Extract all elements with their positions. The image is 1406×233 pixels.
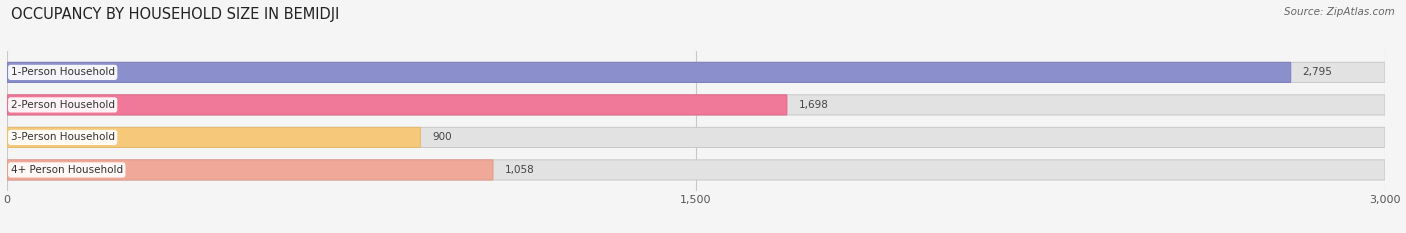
FancyBboxPatch shape	[7, 95, 787, 115]
Text: 1,058: 1,058	[505, 165, 534, 175]
Text: 1,698: 1,698	[799, 100, 828, 110]
FancyBboxPatch shape	[7, 62, 1291, 82]
Text: 4+ Person Household: 4+ Person Household	[11, 165, 122, 175]
FancyBboxPatch shape	[7, 160, 1385, 180]
FancyBboxPatch shape	[7, 95, 1385, 115]
FancyBboxPatch shape	[7, 127, 420, 147]
Text: 3-Person Household: 3-Person Household	[11, 132, 115, 142]
Text: OCCUPANCY BY HOUSEHOLD SIZE IN BEMIDJI: OCCUPANCY BY HOUSEHOLD SIZE IN BEMIDJI	[11, 7, 340, 22]
Text: 2-Person Household: 2-Person Household	[11, 100, 115, 110]
FancyBboxPatch shape	[7, 127, 1385, 147]
Text: Source: ZipAtlas.com: Source: ZipAtlas.com	[1284, 7, 1395, 17]
FancyBboxPatch shape	[7, 62, 1385, 82]
FancyBboxPatch shape	[7, 160, 494, 180]
Text: 1-Person Household: 1-Person Household	[11, 67, 115, 77]
Text: 2,795: 2,795	[1302, 67, 1331, 77]
Text: 900: 900	[432, 132, 451, 142]
